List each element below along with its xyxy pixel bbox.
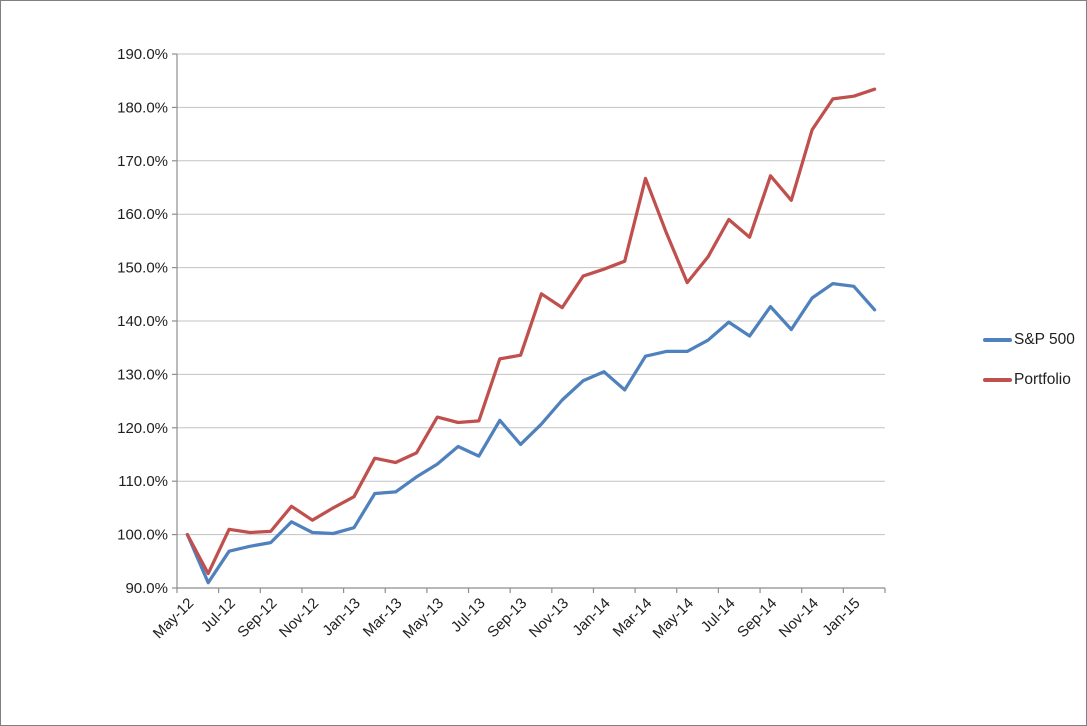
y-axis-label: 130.0% <box>117 366 168 383</box>
legend-item-portfolio: Portfolio <box>983 371 1075 389</box>
y-axis-label: 170.0% <box>117 153 168 170</box>
x-axis-label: May-14 <box>650 595 697 642</box>
x-axis-label: Nov-13 <box>526 595 572 641</box>
legend-item-sp500: S&P 500 <box>983 331 1075 349</box>
y-axis-label: 90.0% <box>125 580 168 597</box>
x-axis-label: Mar-13 <box>360 595 406 641</box>
y-axis-label: 150.0% <box>117 260 168 277</box>
x-axis-label: Jul-14 <box>698 595 739 636</box>
y-axis-label: 120.0% <box>117 420 168 437</box>
x-axis-label: Mar-14 <box>610 595 656 641</box>
x-axis-label: Jul-13 <box>448 595 489 636</box>
legend-line-swatch-portfolio <box>983 378 1012 382</box>
x-axis-label: May-12 <box>150 595 197 642</box>
x-axis-label: May-13 <box>400 595 447 642</box>
x-axis-label: Jul-12 <box>198 595 239 636</box>
legend-label-portfolio: Portfolio <box>1014 371 1071 388</box>
legend-label-sp500: S&P 500 <box>1014 331 1075 348</box>
y-axis-label: 140.0% <box>117 313 168 330</box>
series-line-sp500 <box>185 281 877 585</box>
x-axis-label: Jan-13 <box>319 595 363 639</box>
y-axis-label: 180.0% <box>117 99 168 116</box>
y-axis-label: 190.0% <box>117 46 168 63</box>
legend: S&P 500 Portfolio <box>983 331 1075 389</box>
x-axis-label: Nov-14 <box>776 595 822 641</box>
x-axis-label: Jan-15 <box>819 595 863 639</box>
x-axis-label: Sep-13 <box>484 595 530 641</box>
y-axis-label: 160.0% <box>117 206 168 223</box>
series-line-portfolio <box>185 87 877 576</box>
x-axis-label: Sep-12 <box>234 595 280 641</box>
y-axis-label: 110.0% <box>118 473 168 490</box>
y-axis-label: 100.0% <box>117 527 168 544</box>
legend-line-swatch-sp500 <box>983 338 1012 342</box>
x-axis-label: Sep-14 <box>734 595 780 641</box>
x-axis-label: Nov-12 <box>276 595 322 641</box>
x-axis-label: Jan-14 <box>569 595 613 639</box>
